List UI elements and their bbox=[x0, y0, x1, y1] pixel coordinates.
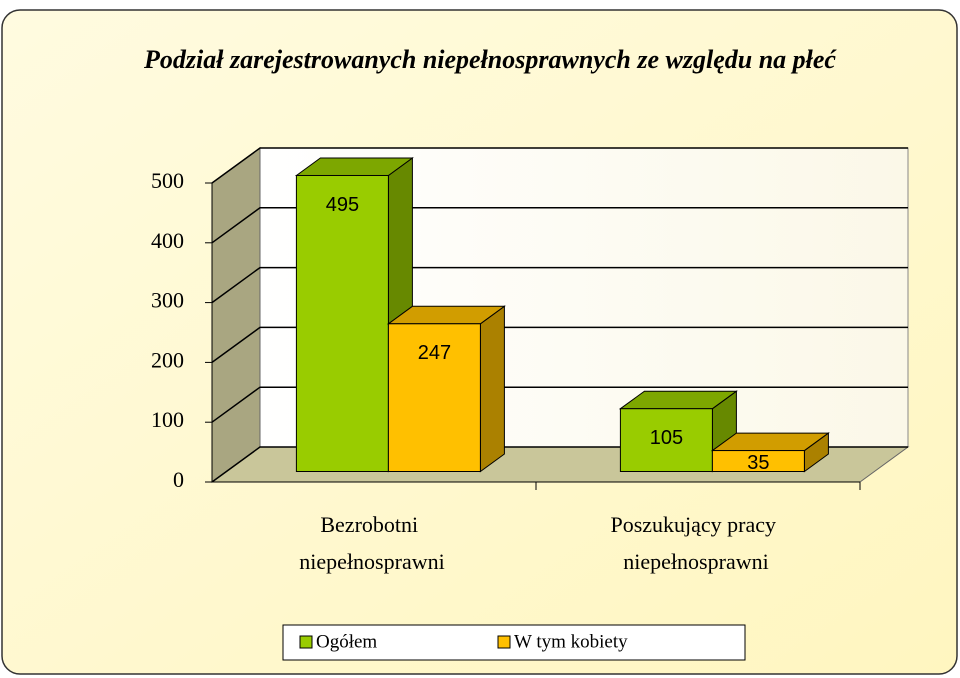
bar bbox=[710, 432, 830, 473]
side-wall bbox=[211, 147, 261, 483]
value-label: 247 bbox=[418, 342, 451, 364]
y-tick-label: 100 bbox=[151, 407, 184, 432]
grid-line bbox=[211, 386, 908, 423]
bar bbox=[294, 157, 414, 473]
legend-box bbox=[282, 624, 746, 661]
grid-line bbox=[211, 147, 908, 184]
y-tick-label: 300 bbox=[151, 288, 184, 313]
value-label: 105 bbox=[650, 427, 683, 449]
bar bbox=[386, 305, 506, 473]
legend: Ogółem W tym kobiety bbox=[282, 624, 746, 661]
legend-swatch bbox=[497, 635, 511, 649]
legend-label: W tym kobiety bbox=[514, 631, 628, 652]
grid-line bbox=[211, 326, 908, 364]
x-tick-label: Poszukujący pracy niepełnosprawni bbox=[610, 512, 781, 574]
y-tick-label: 500 bbox=[151, 168, 184, 193]
x-tick-label: Bezrobotni niepełnosprawni bbox=[299, 512, 444, 574]
y-tick-label: 0 bbox=[173, 467, 184, 492]
value-label: 35 bbox=[747, 452, 769, 474]
bar-front bbox=[387, 323, 481, 472]
legend-label: Ogółem bbox=[316, 631, 377, 652]
chart-title: Podział zarejestrowanych niepełnosprawny… bbox=[143, 45, 837, 74]
bar-front bbox=[711, 450, 805, 473]
grid-line bbox=[211, 207, 908, 244]
bar-front bbox=[295, 174, 389, 473]
grid-line bbox=[211, 266, 908, 304]
y-tick-label: 200 bbox=[151, 347, 184, 372]
y-tick-label: 400 bbox=[151, 228, 184, 253]
bar-front bbox=[619, 408, 713, 472]
legend-swatch bbox=[299, 635, 313, 649]
bar-side bbox=[479, 305, 505, 473]
value-label: 495 bbox=[326, 194, 359, 216]
